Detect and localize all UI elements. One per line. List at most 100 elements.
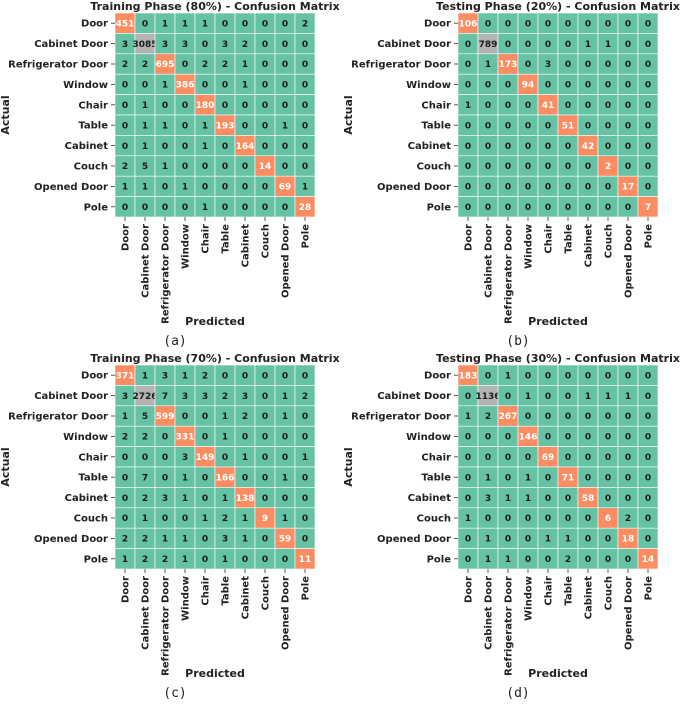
cell-value-label: 0 bbox=[242, 555, 248, 565]
cell-value-label: 1 bbox=[202, 19, 208, 29]
cell-value-label: 695 bbox=[156, 60, 175, 70]
cell-value-label: 3 bbox=[162, 371, 168, 381]
cell-value-label: 0 bbox=[565, 162, 571, 172]
cell-value-label: 0 bbox=[565, 412, 571, 422]
cell-value-label: 0 bbox=[545, 142, 551, 152]
cell-value-label: 0 bbox=[625, 494, 631, 504]
cell-value-label: 1 bbox=[605, 392, 611, 402]
x-tick-label: Table bbox=[564, 224, 575, 254]
cell-value-label: 0 bbox=[262, 433, 268, 443]
cell-value-label: 0 bbox=[262, 371, 268, 381]
cell-value-label: 1 bbox=[485, 473, 491, 483]
cell-value-label: 0 bbox=[565, 183, 571, 193]
cell-value-label: 0 bbox=[605, 203, 611, 213]
subfigure-label-a: (a) bbox=[163, 334, 186, 349]
cell-value-label: 1 bbox=[465, 412, 471, 422]
cell-value-label: 5 bbox=[142, 412, 148, 422]
cell-value-label: 0 bbox=[505, 473, 511, 483]
x-tick-label: Opened Door bbox=[281, 224, 292, 298]
y-tick-label: Window bbox=[63, 432, 108, 443]
cell-value-label: 1 bbox=[485, 535, 491, 545]
cell-value-label: 0 bbox=[485, 121, 491, 131]
cell-value-label: 3 bbox=[222, 535, 228, 545]
cell-value-label: 0 bbox=[242, 473, 248, 483]
cell-value-label: 0 bbox=[262, 535, 268, 545]
cell-value-label: 180 bbox=[196, 101, 215, 111]
y-tick-label: Door bbox=[424, 371, 451, 382]
cell-value-label: 0 bbox=[465, 453, 471, 463]
cell-value-label: 2 bbox=[302, 19, 308, 29]
cell-value-label: 1 bbox=[242, 81, 248, 91]
cell-value-label: 0 bbox=[122, 453, 128, 463]
cell-value-label: 2 bbox=[222, 392, 228, 402]
chart-title: Testing Phase (30%) - Confusion Matrix bbox=[436, 352, 680, 365]
cell-value-label: 0 bbox=[565, 81, 571, 91]
cell-value-label: 0 bbox=[465, 473, 471, 483]
cell-value-label: 0 bbox=[202, 535, 208, 545]
cell-value-label: 1 bbox=[182, 19, 188, 29]
cell-value-label: 789 bbox=[479, 40, 498, 50]
cell-value-label: 0 bbox=[525, 40, 531, 50]
cell-value-label: 0 bbox=[645, 473, 651, 483]
cell-value-label: 1 bbox=[505, 494, 511, 504]
cell-value-label: 0 bbox=[525, 453, 531, 463]
cell-value-label: 0 bbox=[162, 203, 168, 213]
x-tick-label: Chair bbox=[544, 224, 555, 254]
cell-value-label: 0 bbox=[505, 433, 511, 443]
cell-value-label: 0 bbox=[262, 203, 268, 213]
cell-value-label: 0 bbox=[545, 412, 551, 422]
cell-value-label: 0 bbox=[262, 60, 268, 70]
cell-value-label: 0 bbox=[182, 101, 188, 111]
cell-value-label: 0 bbox=[505, 101, 511, 111]
cell-value-label: 0 bbox=[645, 433, 651, 443]
confusion-matrix-panel-c: Training Phase (70%) - Confusion Matrix 3… bbox=[0, 352, 342, 704]
cell-value-label: 0 bbox=[202, 40, 208, 50]
cell-value-label: 0 bbox=[505, 453, 511, 463]
cell-value-label: 0 bbox=[545, 392, 551, 402]
cell-value-label: 106 bbox=[459, 19, 478, 29]
cell-value-label: 0 bbox=[585, 453, 591, 463]
cell-value-label: 3 bbox=[485, 494, 491, 504]
cell-value-label: 0 bbox=[242, 121, 248, 131]
cell-value-label: 0 bbox=[242, 371, 248, 381]
confusion-matrix-panel-b: Testing Phase (20%) - Confusion Matrix 10… bbox=[342, 0, 685, 352]
cell-value-label: 71 bbox=[562, 473, 575, 483]
x-tick-label: Cabinet bbox=[584, 224, 595, 268]
cell-value-label: 0 bbox=[525, 203, 531, 213]
x-tick-label: Door bbox=[464, 224, 475, 251]
cell-value-label: 2 bbox=[122, 60, 128, 70]
cell-value-label: 0 bbox=[282, 494, 288, 504]
cell-value-label: 1 bbox=[182, 535, 188, 545]
cell-value-label: 0 bbox=[625, 203, 631, 213]
cell-value-label: 0 bbox=[122, 473, 128, 483]
x-tick-label: Couch bbox=[261, 224, 272, 258]
cell-value-label: 0 bbox=[182, 203, 188, 213]
cell-value-label: 0 bbox=[485, 81, 491, 91]
cell-value-label: 0 bbox=[162, 183, 168, 193]
chart-title: Testing Phase (20%) - Confusion Matrix bbox=[436, 0, 680, 13]
cell-value-label: 2 bbox=[142, 535, 148, 545]
cell-value-label: 0 bbox=[565, 392, 571, 402]
cell-value-label: 0 bbox=[525, 514, 531, 524]
cell-value-label: 164 bbox=[236, 142, 255, 152]
cell-value-label: 1 bbox=[505, 555, 511, 565]
cell-value-label: 0 bbox=[645, 81, 651, 91]
cell-value-label: 0 bbox=[545, 371, 551, 381]
cell-value-label: 3 bbox=[182, 453, 188, 463]
cell-value-label: 0 bbox=[605, 473, 611, 483]
cell-value-label: 0 bbox=[485, 162, 491, 172]
cell-value-label: 0 bbox=[585, 514, 591, 524]
cell-value-label: 1 bbox=[465, 514, 471, 524]
x-tick-label: Door bbox=[464, 576, 475, 603]
cell-value-label: 0 bbox=[485, 19, 491, 29]
y-tick-label: Opened Door bbox=[377, 182, 451, 193]
cell-value-label: 0 bbox=[505, 162, 511, 172]
cell-value-label: 1 bbox=[485, 555, 491, 565]
cell-value-label: 9 bbox=[262, 514, 268, 524]
cell-value-label: 0 bbox=[262, 183, 268, 193]
cell-value-label: 0 bbox=[505, 40, 511, 50]
cell-value-label: 0 bbox=[262, 101, 268, 111]
cell-value-label: 138 bbox=[236, 494, 255, 504]
cell-value-label: 0 bbox=[605, 453, 611, 463]
cell-value-label: 1 bbox=[222, 412, 228, 422]
